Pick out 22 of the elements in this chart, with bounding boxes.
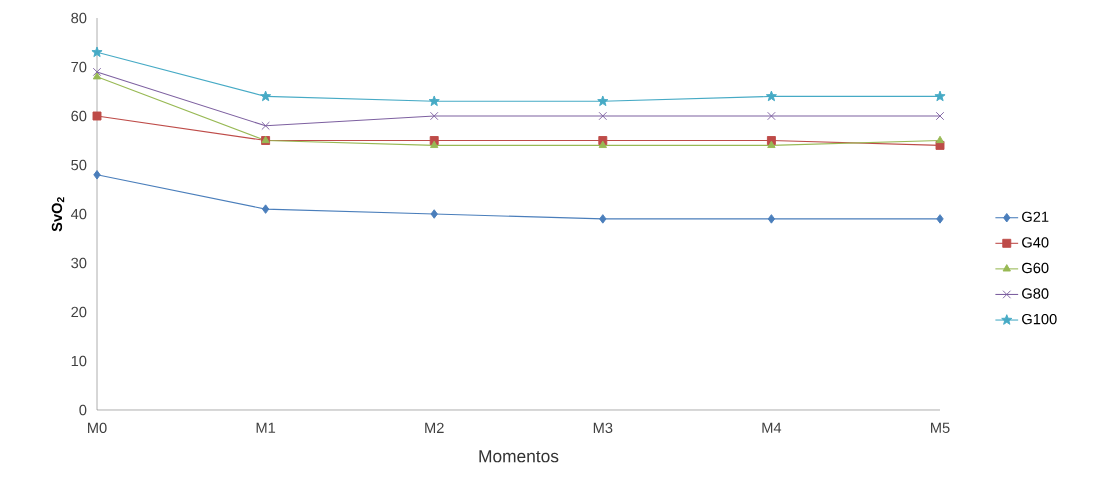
legend-label: G80	[1022, 288, 1049, 299]
y-tick-label: 20	[71, 306, 87, 318]
y-tick-label: 10	[71, 355, 87, 367]
x-tick-label: M1	[256, 422, 276, 433]
y-tick-label: 30	[71, 257, 87, 269]
x-tick-label: M0	[88, 422, 107, 434]
y-axis-title: SvO$_{2}$	[51, 197, 65, 232]
legend-label: G60	[1022, 262, 1049, 274]
y-tick-label: 60	[71, 110, 87, 122]
y-tick-label: 0	[79, 404, 87, 416]
y-tick-label: 40	[70, 208, 87, 220]
y-tick-label: 50	[71, 159, 87, 171]
legend-label: G100	[1022, 313, 1057, 325]
x-axis-title: Momentos	[479, 450, 559, 463]
y-tick-label: 70	[71, 61, 87, 73]
x-tick-label: M4	[762, 422, 782, 433]
y-tick-label: 80	[71, 12, 87, 24]
x-tick-label: M2	[425, 422, 444, 433]
x-tick-label: M3	[593, 422, 613, 434]
legend-label: G40	[1022, 237, 1049, 248]
x-tick-label: M5	[931, 422, 950, 433]
legend-label: G21	[1022, 211, 1049, 222]
